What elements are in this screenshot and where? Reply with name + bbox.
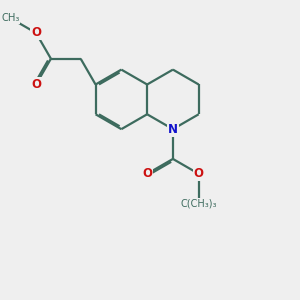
Text: O: O	[31, 26, 41, 39]
Text: C(CH₃)₃: C(CH₃)₃	[181, 199, 217, 208]
Text: O: O	[194, 167, 204, 180]
Text: O: O	[142, 167, 152, 180]
Text: N: N	[168, 123, 178, 136]
Text: CH₃: CH₃	[1, 13, 20, 23]
Text: O: O	[31, 78, 41, 91]
